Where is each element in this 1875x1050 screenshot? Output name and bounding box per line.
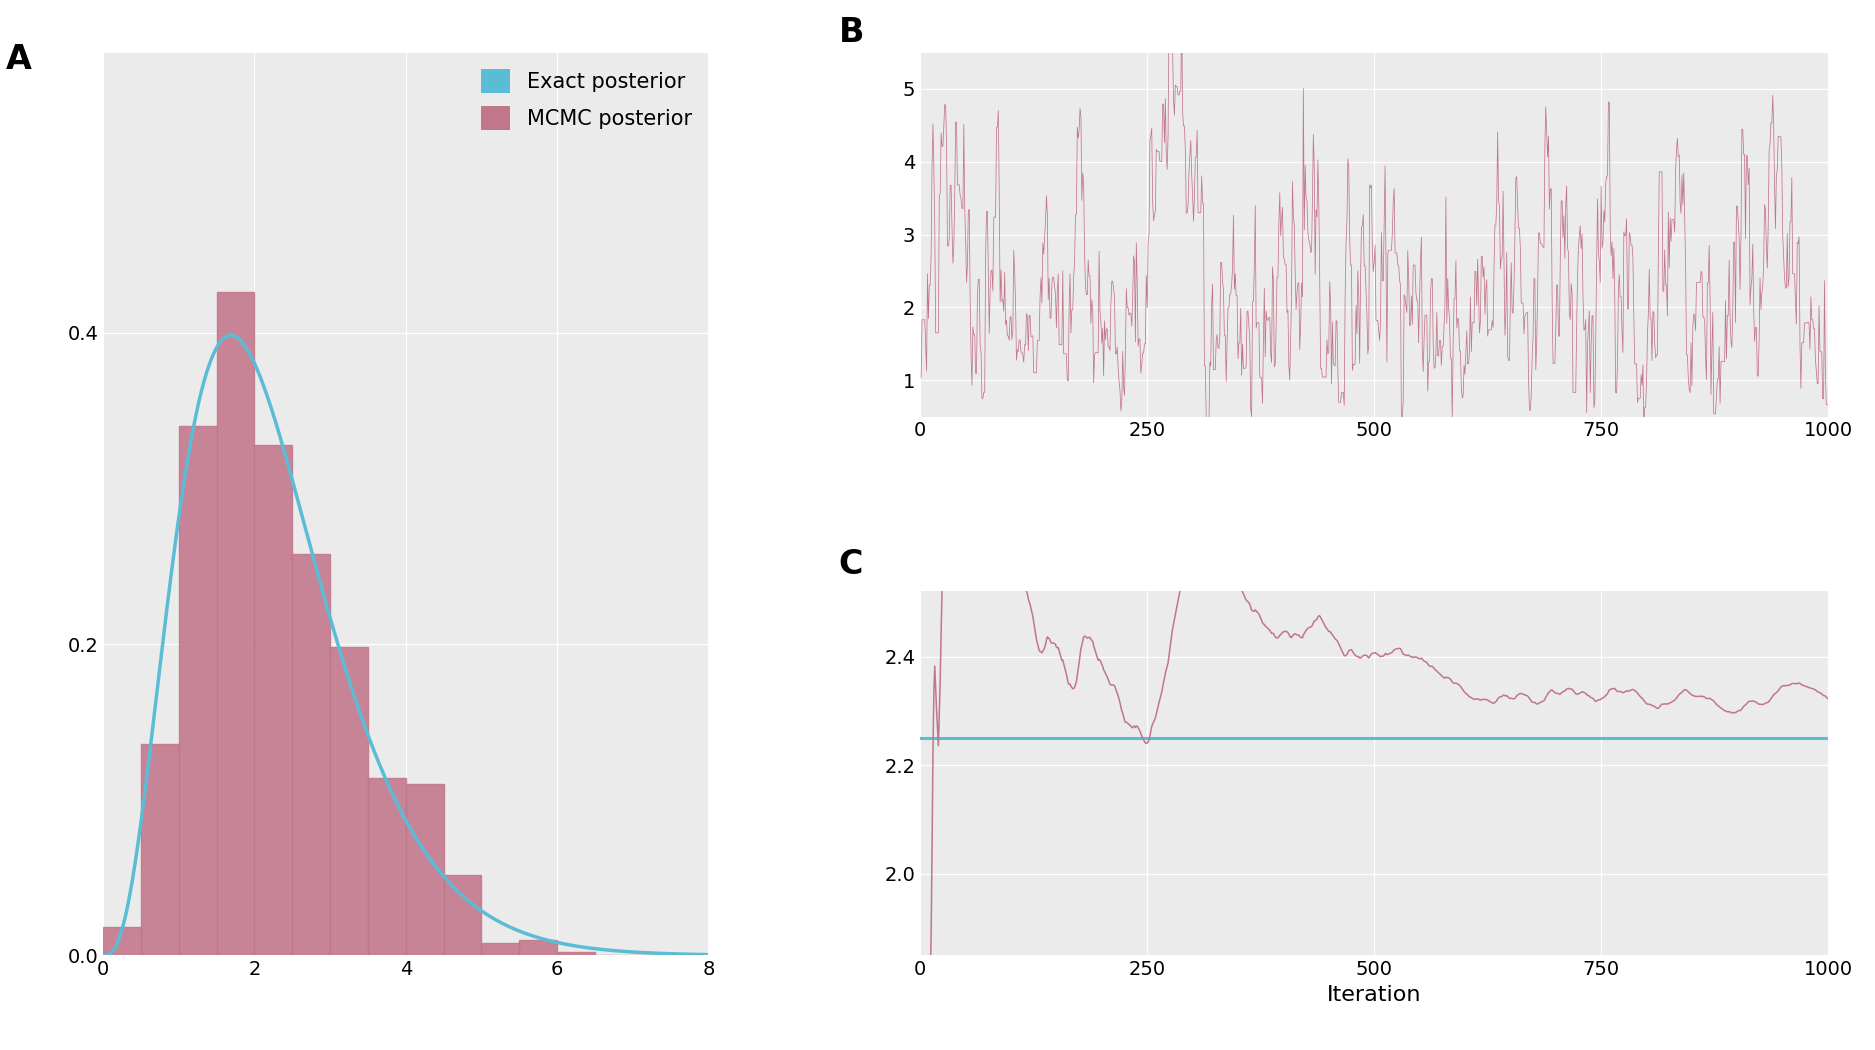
Bar [444, 875, 482, 956]
Bar [141, 743, 178, 956]
Bar [178, 426, 218, 956]
Legend: Exact posterior, MCMC posterior: Exact posterior, MCMC posterior [474, 63, 698, 136]
Bar [405, 784, 444, 956]
Bar [218, 292, 255, 956]
Bar [103, 927, 141, 956]
Text: B: B [838, 16, 864, 49]
Bar [519, 940, 557, 956]
Bar [557, 952, 594, 956]
Bar [292, 553, 330, 956]
Text: C: C [838, 548, 862, 581]
Bar [368, 778, 405, 956]
Text: A: A [6, 43, 32, 77]
Bar [482, 943, 519, 956]
Bar [330, 647, 368, 956]
Bar [255, 445, 292, 956]
X-axis label: Iteration: Iteration [1328, 985, 1421, 1005]
